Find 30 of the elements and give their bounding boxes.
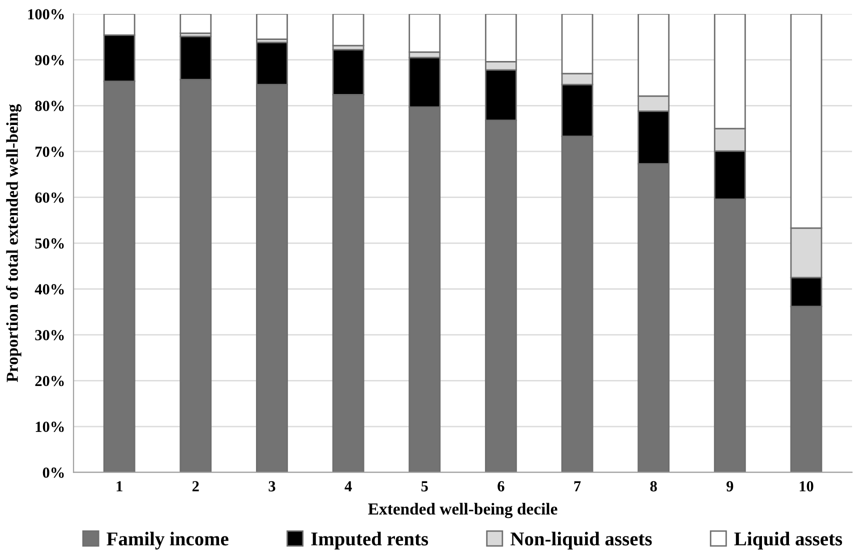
y-tick-label: 80% [35, 100, 64, 112]
x-tick-label: 2 [192, 481, 199, 492]
x-tick-label: 3 [268, 481, 276, 492]
x-tick-label: 4 [344, 481, 352, 492]
y-tick-label: 70% [36, 146, 64, 157]
legend-label: Non-liquid assets [510, 532, 652, 550]
x-tick-label: 1 [116, 481, 122, 492]
y-tick-label: 100% [28, 9, 64, 20]
bar [256, 14, 288, 40]
legend-label: Liquid assets [734, 532, 842, 550]
y-tick-label: 40% [34, 284, 64, 295]
y-tick-label: 60% [35, 192, 64, 203]
legend-label: Imputed rents [311, 532, 428, 550]
y-tick-label: 0% [42, 467, 64, 478]
legend-label: Family income [106, 532, 228, 550]
y-tick-label: 20% [35, 376, 64, 386]
x-axis-title: Extended well-being decile [368, 502, 558, 518]
y-tick-label: 30% [35, 330, 64, 340]
x-tick-label: 8 [650, 481, 657, 492]
y-tick-label: 10% [36, 422, 64, 432]
x-tick-label: 7 [574, 481, 581, 492]
bar [180, 14, 212, 34]
y-axis-title: Proportion of total extended well-being [6, 104, 22, 382]
x-tick-label: 9 [726, 481, 734, 492]
bar [332, 14, 364, 46]
x-tick-label: 5 [421, 481, 428, 492]
y-tick-label: 50% [35, 238, 64, 249]
x-tick-label: 10 [800, 481, 814, 492]
y-tick-label: 90% [35, 54, 64, 66]
x-tick-label: 6 [498, 481, 504, 492]
